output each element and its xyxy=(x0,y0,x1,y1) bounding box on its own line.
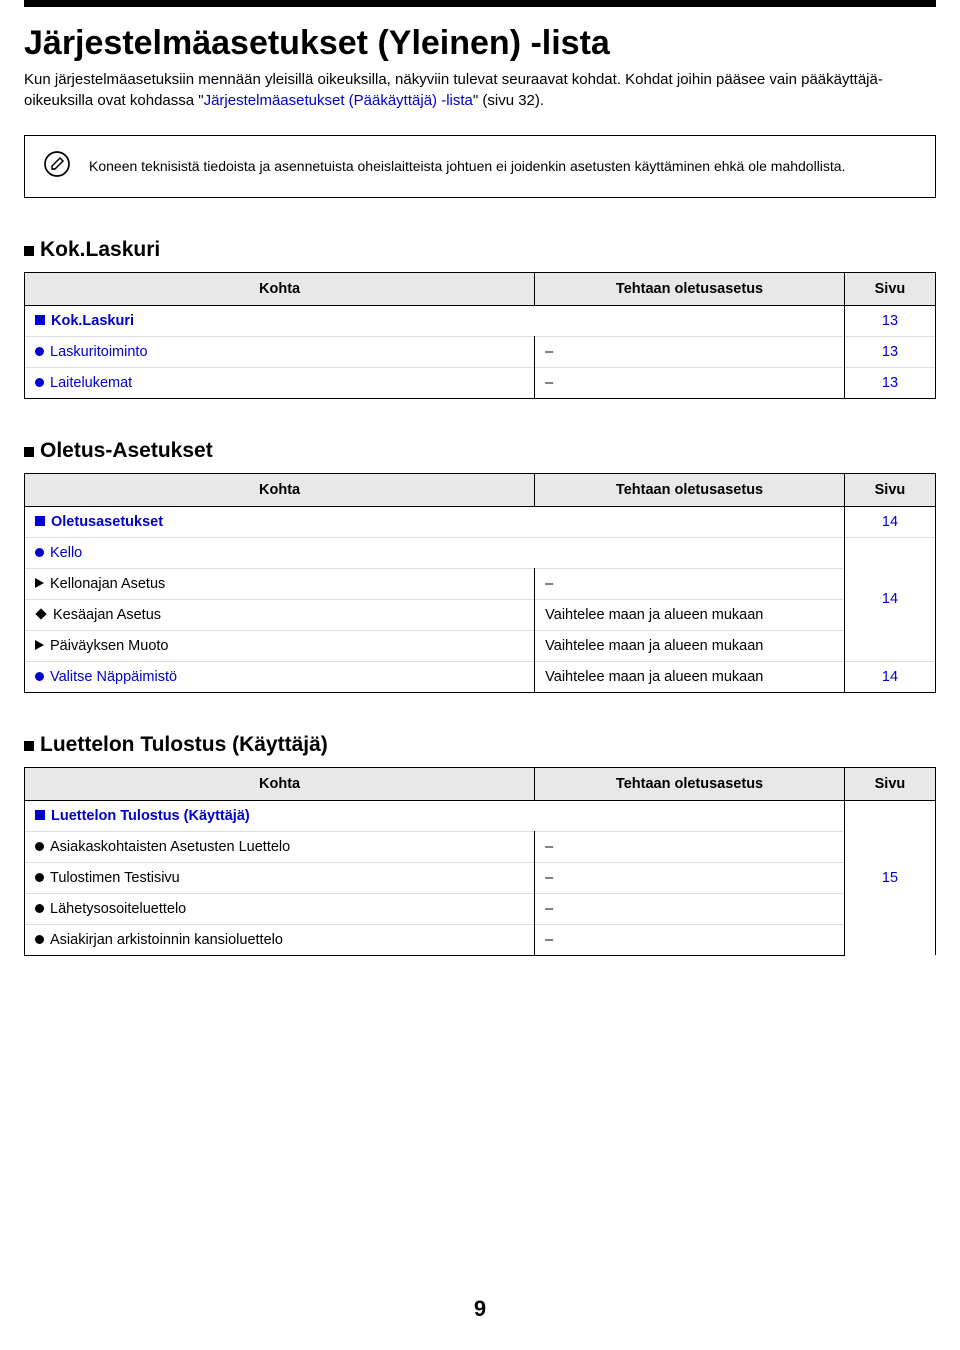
circle-icon xyxy=(35,904,44,913)
table-koklaskuri: Kohta Tehtaan oletusasetus Sivu Kok.Lask… xyxy=(24,272,936,399)
table-row: Laskuritoiminto – 13 xyxy=(25,336,936,367)
table-oletus: Kohta Tehtaan oletusasetus Sivu Oletusas… xyxy=(24,473,936,693)
col-sivu: Sivu xyxy=(844,272,935,305)
cell-sivu[interactable]: 13 xyxy=(844,367,935,398)
table-row: Valitse Näppäimistö Vaihtelee maan ja al… xyxy=(25,661,936,692)
cell-def: – xyxy=(535,367,845,398)
cell-def: Vaihtelee maan ja alueen mukaan xyxy=(535,599,845,630)
table-row: Oletusasetukset 14 xyxy=(25,506,936,537)
circle-icon xyxy=(35,842,44,851)
note-box: Koneen teknisistä tiedoista ja asennetui… xyxy=(24,135,936,198)
col-kohta: Kohta xyxy=(25,272,535,305)
circle-icon xyxy=(35,873,44,882)
circle-icon xyxy=(35,378,44,387)
link-koklaskuri[interactable]: Kok.Laskuri xyxy=(51,313,134,329)
cell-label: Laitelukemat xyxy=(25,367,535,398)
table-luettelon: Kohta Tehtaan oletusasetus Sivu Luettelo… xyxy=(24,767,936,956)
col-sivu: Sivu xyxy=(844,767,935,800)
cell-label: Valitse Näppäimistö xyxy=(25,661,535,692)
table-row: Päiväyksen Muoto Vaihtelee maan ja aluee… xyxy=(25,630,936,661)
cell-def: Vaihtelee maan ja alueen mukaan xyxy=(535,661,845,692)
cell-label: Oletusasetukset xyxy=(25,506,845,537)
cell-label: Luettelon Tulostus (Käyttäjä) xyxy=(25,800,845,831)
cell-def: – xyxy=(535,924,845,955)
cell-def: – xyxy=(535,893,845,924)
cell-sivu[interactable]: 13 xyxy=(844,336,935,367)
col-oletus: Tehtaan oletusasetus xyxy=(535,767,845,800)
table-row: Asiakaskohtaisten Asetusten Luettelo – xyxy=(25,831,936,862)
intro-text-2: " (sivu 32). xyxy=(473,92,544,109)
link-laitelukemat[interactable]: Laitelukemat xyxy=(50,375,132,391)
link-oletusasetukset[interactable]: Oletusasetukset xyxy=(51,514,163,530)
table-row: Lähetysosoiteluettelo – xyxy=(25,893,936,924)
col-oletus: Tehtaan oletusasetus xyxy=(535,473,845,506)
table-header-row: Kohta Tehtaan oletusasetus Sivu xyxy=(25,272,936,305)
link-kello[interactable]: Kello xyxy=(50,545,82,561)
cell-def: Vaihtelee maan ja alueen mukaan xyxy=(535,630,845,661)
square-icon xyxy=(35,315,45,325)
intro-link[interactable]: Järjestelmäasetukset (Pääkäyttäjä) -list… xyxy=(204,92,473,109)
cell-label: Laskuritoiminto xyxy=(25,336,535,367)
link-valitse-nappaimisto[interactable]: Valitse Näppäimistö xyxy=(50,669,177,685)
page-title: Järjestelmäasetukset (Yleinen) -lista xyxy=(24,25,936,62)
circle-icon xyxy=(35,672,44,681)
col-kohta: Kohta xyxy=(25,767,535,800)
circle-icon xyxy=(35,935,44,944)
table-row: Kello 14 xyxy=(25,537,936,568)
intro-paragraph: Kun järjestelmäasetuksiin mennään yleisi… xyxy=(24,70,936,111)
cell-label: Tulostimen Testisivu xyxy=(25,862,535,893)
square-icon xyxy=(24,246,34,256)
circle-icon xyxy=(35,347,44,356)
cell-label: Päiväyksen Muoto xyxy=(25,630,535,661)
section-heading-luettelon: Luettelon Tulostus (Käyttäjä) xyxy=(24,733,936,757)
col-sivu: Sivu xyxy=(844,473,935,506)
table-row: Kok.Laskuri 13 xyxy=(25,305,936,336)
square-icon xyxy=(35,516,45,526)
cell-label: Asiakirjan arkistoinnin kansioluettelo xyxy=(25,924,535,955)
cell-label: Kok.Laskuri xyxy=(25,305,845,336)
pencil-icon xyxy=(43,150,71,183)
table-row: Kesäajan Asetus Vaihtelee maan ja alueen… xyxy=(25,599,936,630)
circle-icon xyxy=(35,548,44,557)
link-luettelon-tulostus[interactable]: Luettelon Tulostus (Käyttäjä) xyxy=(51,808,250,824)
page-number: 9 xyxy=(0,1296,960,1322)
note-text: Koneen teknisistä tiedoista ja asennetui… xyxy=(89,157,845,176)
table-row: Laitelukemat – 13 xyxy=(25,367,936,398)
square-icon xyxy=(24,741,34,751)
cell-label: Lähetysosoiteluettelo xyxy=(25,893,535,924)
table-row: Luettelon Tulostus (Käyttäjä) 15 xyxy=(25,800,936,831)
cell-def: – xyxy=(535,336,845,367)
table-row: Tulostimen Testisivu – xyxy=(25,862,936,893)
square-icon xyxy=(24,447,34,457)
table-row: Kellonajan Asetus – xyxy=(25,568,936,599)
diamond-icon xyxy=(35,608,46,619)
triangle-right-icon xyxy=(35,578,44,588)
cell-label: Kesäajan Asetus xyxy=(25,599,535,630)
section-heading-oletus: Oletus-Asetukset xyxy=(24,439,936,463)
table-header-row: Kohta Tehtaan oletusasetus Sivu xyxy=(25,473,936,506)
triangle-right-icon xyxy=(35,640,44,650)
double-rule xyxy=(24,0,936,7)
cell-def: – xyxy=(535,831,845,862)
col-oletus: Tehtaan oletusasetus xyxy=(535,272,845,305)
table-header-row: Kohta Tehtaan oletusasetus Sivu xyxy=(25,767,936,800)
cell-sivu[interactable]: 14 xyxy=(844,661,935,692)
link-laskuritoiminto[interactable]: Laskuritoiminto xyxy=(50,344,148,360)
table-row: Asiakirjan arkistoinnin kansioluettelo – xyxy=(25,924,936,955)
cell-label: Asiakaskohtaisten Asetusten Luettelo xyxy=(25,831,535,862)
cell-sivu[interactable]: 14 xyxy=(844,506,935,537)
section-heading-koklaskuri: Kok.Laskuri xyxy=(24,238,936,262)
cell-sivu[interactable]: 13 xyxy=(844,305,935,336)
square-icon xyxy=(35,810,45,820)
cell-sivu[interactable]: 15 xyxy=(844,800,935,955)
cell-label: Kellonajan Asetus xyxy=(25,568,535,599)
cell-def: – xyxy=(535,568,845,599)
cell-def: – xyxy=(535,862,845,893)
col-kohta: Kohta xyxy=(25,473,535,506)
cell-label: Kello xyxy=(25,537,845,568)
cell-sivu[interactable]: 14 xyxy=(844,537,935,661)
